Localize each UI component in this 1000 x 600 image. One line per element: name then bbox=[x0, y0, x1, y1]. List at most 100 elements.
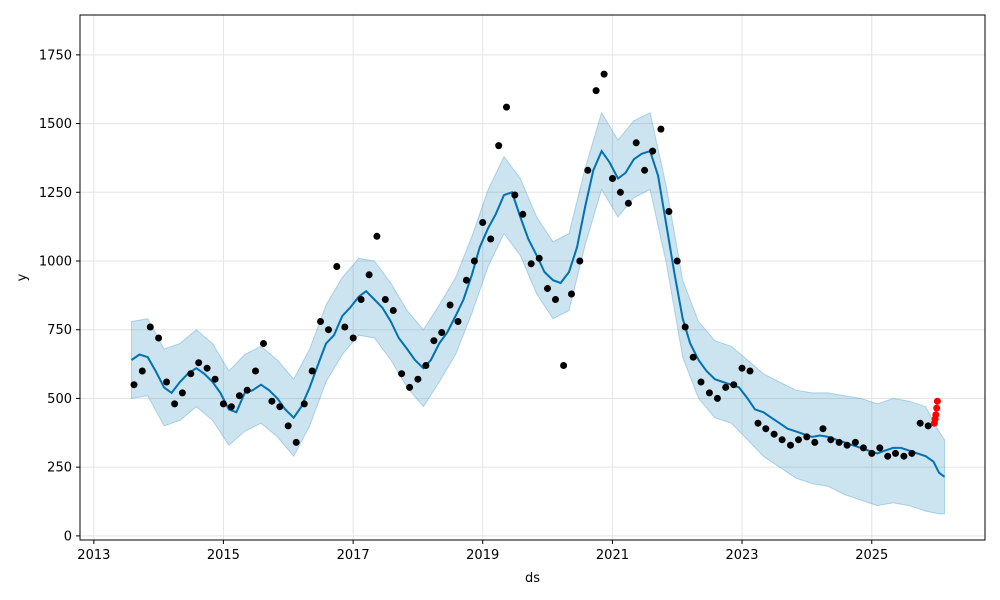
observed-point bbox=[178, 389, 186, 397]
observed-point bbox=[292, 438, 300, 446]
observed-point bbox=[268, 397, 276, 405]
observed-point bbox=[511, 191, 519, 199]
observed-point bbox=[235, 392, 243, 400]
observed-point bbox=[414, 375, 422, 383]
observed-point bbox=[252, 367, 259, 375]
observed-point bbox=[843, 441, 851, 449]
observed-point bbox=[795, 436, 802, 444]
observed-point bbox=[333, 263, 341, 270]
observed-point bbox=[155, 334, 163, 342]
observed-point bbox=[916, 419, 924, 427]
observed-point bbox=[527, 260, 535, 268]
observed-point bbox=[600, 70, 608, 78]
y-axis-label: y bbox=[15, 273, 30, 281]
observed-point bbox=[762, 425, 770, 433]
observed-point bbox=[325, 326, 332, 334]
observed-point bbox=[381, 296, 389, 303]
observed-point bbox=[730, 381, 738, 389]
observed-point bbox=[130, 381, 138, 389]
observed-point bbox=[357, 296, 365, 303]
observed-point bbox=[544, 285, 551, 292]
observed-point bbox=[924, 422, 932, 430]
x-tick-label: 2015 bbox=[207, 548, 240, 563]
y-tick-label: 1750 bbox=[39, 48, 72, 63]
observed-point bbox=[754, 419, 762, 427]
observed-point bbox=[722, 383, 730, 391]
observed-point bbox=[819, 425, 827, 433]
observed-point bbox=[227, 403, 235, 411]
observed-point bbox=[746, 367, 754, 375]
observed-point bbox=[389, 307, 397, 314]
grid-lines bbox=[80, 15, 985, 540]
observed-point bbox=[892, 449, 899, 457]
x-tick-label: 2013 bbox=[77, 548, 110, 563]
observed-point bbox=[552, 296, 559, 303]
observed-point bbox=[673, 257, 681, 265]
uncertainty-interval bbox=[131, 111, 945, 515]
observed-point bbox=[705, 389, 713, 397]
observed-point bbox=[462, 276, 470, 284]
observed-point bbox=[900, 452, 908, 460]
y-tick-label: 1500 bbox=[39, 117, 72, 132]
y-tick-label: 1000 bbox=[39, 255, 72, 270]
observed-point bbox=[576, 257, 584, 265]
observed-point bbox=[373, 232, 381, 240]
observed-point bbox=[503, 103, 510, 111]
observed-point bbox=[851, 438, 859, 446]
observed-point bbox=[284, 422, 292, 430]
observed-point bbox=[219, 400, 227, 408]
forecast-line bbox=[130, 149, 946, 478]
observed-point bbox=[859, 444, 867, 452]
observed-point bbox=[163, 378, 171, 386]
observed-point bbox=[665, 208, 673, 215]
observed-point bbox=[713, 394, 721, 402]
observed-point bbox=[430, 337, 438, 345]
observed-point bbox=[211, 375, 219, 383]
y-tick-label: 250 bbox=[47, 461, 72, 476]
observed-point bbox=[908, 449, 916, 457]
observed-point bbox=[398, 370, 406, 378]
y-tick-label: 1250 bbox=[39, 186, 72, 201]
observed-point bbox=[803, 433, 811, 441]
observed-point bbox=[406, 383, 414, 391]
observed-point bbox=[470, 257, 478, 265]
observed-point bbox=[479, 219, 487, 226]
observed-point bbox=[738, 364, 746, 372]
x-tick-label: 2019 bbox=[466, 548, 499, 563]
observed-point bbox=[584, 166, 592, 174]
highlight-point bbox=[932, 411, 940, 419]
y-tick-label: 0 bbox=[64, 529, 72, 544]
observed-point bbox=[770, 430, 778, 438]
observed-point bbox=[689, 353, 697, 361]
plot-frame bbox=[79, 14, 986, 541]
observed-point bbox=[187, 370, 195, 378]
observed-point bbox=[616, 188, 624, 196]
x-tick-label: 2025 bbox=[855, 548, 888, 563]
observed-point bbox=[365, 271, 373, 279]
observed-point bbox=[624, 199, 632, 207]
observed-point bbox=[260, 340, 267, 347]
observed-point bbox=[195, 359, 203, 367]
observed-point bbox=[827, 436, 835, 444]
observed-point bbox=[146, 323, 154, 331]
observed-point bbox=[349, 334, 357, 342]
highlight-point bbox=[933, 404, 941, 412]
observed-point bbox=[649, 147, 657, 155]
observed-point bbox=[884, 452, 892, 460]
observed-point bbox=[609, 175, 616, 182]
observed-points bbox=[130, 70, 932, 460]
observed-point bbox=[276, 403, 284, 411]
observed-point bbox=[632, 139, 640, 147]
interval-band bbox=[131, 111, 945, 515]
y-tick-label: 500 bbox=[47, 392, 72, 407]
observed-point bbox=[641, 166, 649, 174]
observed-point bbox=[446, 301, 454, 309]
observed-point bbox=[868, 449, 876, 457]
x-tick-label: 2021 bbox=[596, 548, 629, 563]
observed-point bbox=[438, 329, 446, 336]
observed-point bbox=[487, 235, 495, 243]
x-tick-label: 2023 bbox=[725, 548, 758, 563]
